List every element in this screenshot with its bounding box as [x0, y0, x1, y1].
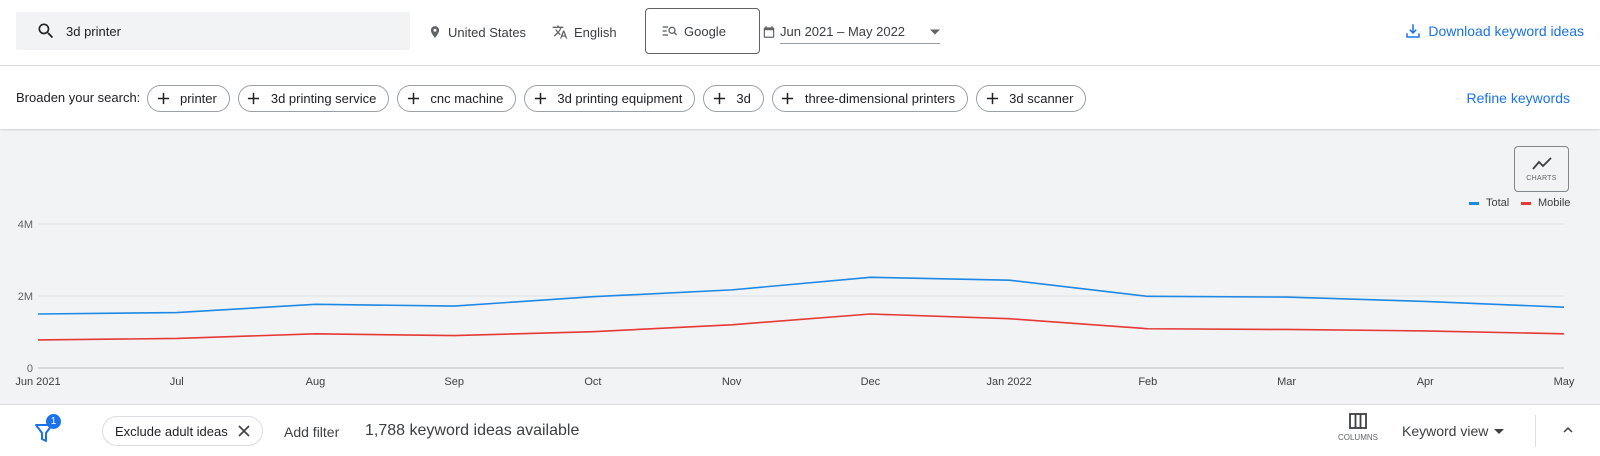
filter-count-badge: 1 [46, 414, 61, 429]
series-line-total [37, 276, 1565, 315]
search-network-label: Google [684, 23, 726, 39]
broaden-chips: printer 3d printing service cnc machine 3d … [147, 85, 1087, 112]
x-tick-label: Oct [584, 376, 601, 388]
x-tick-label: Apr [1417, 376, 1434, 388]
y-tick-label: 2M [18, 291, 33, 303]
add-icon [245, 90, 263, 108]
x-tick-label: Aug [306, 376, 326, 388]
calendar-icon [763, 26, 775, 38]
chevron-up-icon[interactable] [1559, 421, 1577, 439]
dropdown-arrow-icon [930, 29, 940, 34]
search-query[interactable]: 3d printer [66, 23, 121, 39]
x-tick-label: Feb [1138, 376, 1157, 388]
legend-item-mobile: Mobile [1521, 197, 1570, 209]
top-toolbar: 3d printer United States English Google … [0, 0, 1600, 66]
x-tick-label: Sep [444, 376, 464, 388]
keyword-view-selector[interactable]: Keyword view [1402, 423, 1505, 439]
translate-icon [552, 25, 568, 39]
date-range-selector[interactable]: Jun 2021 – May 2022 [762, 22, 940, 44]
broaden-label: Broaden your search: [16, 90, 141, 105]
add-icon [531, 90, 549, 108]
location-label: United States [448, 24, 527, 40]
broaden-chip[interactable]: 3d printing service [237, 85, 390, 112]
x-tick-label: Jan 2022 [986, 376, 1031, 388]
add-icon [404, 90, 422, 108]
columns-icon [1349, 413, 1367, 429]
legend-label-mobile: Mobile [1538, 197, 1571, 209]
language-selector[interactable]: English [552, 22, 617, 42]
download-label: Download keyword ideas [1428, 23, 1584, 39]
broaden-search-bar: Broaden your search: printer 3d printing … [0, 66, 1600, 130]
x-tick-label: Jul [170, 376, 184, 388]
broaden-chip-label: printer [180, 91, 217, 106]
close-icon[interactable] [238, 425, 250, 437]
location-pin-icon [430, 26, 440, 38]
legend-label-total: Total [1486, 197, 1510, 209]
location-selector[interactable]: United States [428, 22, 526, 42]
columns-button[interactable]: COLUMNS [1334, 413, 1382, 442]
download-icon [1406, 24, 1421, 38]
language-label: English [574, 24, 617, 40]
search-icon [38, 23, 54, 39]
exclude-adult-ideas-label: Exclude adult ideas [115, 423, 228, 439]
toolbar-divider [1535, 415, 1536, 447]
x-tick-label: Nov [722, 376, 742, 388]
search-volume-line-chart: 0 2M 4M Jun 2021 Jul Aug Sep Oct Nov Dec Jan 2022 F… [15, 219, 1575, 388]
search-network-selector[interactable]: Google [645, 8, 760, 54]
broaden-chip-label: 3d scanner [1009, 91, 1074, 106]
x-tick-label: Mar [1277, 376, 1296, 388]
columns-label: COLUMNS [1337, 433, 1378, 442]
broaden-chip[interactable]: three-dimensional printers [771, 85, 969, 112]
broaden-chip-label: 3d printing equipment [557, 91, 683, 106]
legend-item-total: Total [1469, 197, 1509, 209]
charts-toggle-button[interactable]: CHARTS [1514, 146, 1569, 192]
add-icon [710, 90, 728, 108]
x-tick-label: Dec [861, 376, 881, 388]
keyword-view-label: Keyword view [1402, 423, 1489, 439]
broaden-chip-label: 3d printing service [270, 91, 377, 106]
broaden-chip-label: 3d [736, 91, 751, 106]
add-filter-button[interactable]: Add filter [284, 424, 340, 440]
series-line-mobile [37, 313, 1565, 341]
add-icon [983, 90, 1001, 108]
y-tick-label: 4M [18, 219, 33, 231]
legend-swatch-total [1469, 201, 1479, 205]
trending-chart-icon [1531, 156, 1552, 170]
broaden-chip-label: three-dimensional printers [804, 91, 956, 106]
x-tick-label: May [1554, 376, 1575, 388]
add-icon [154, 90, 172, 108]
broaden-chip-label: cnc machine [430, 91, 504, 106]
broaden-chip[interactable]: 3d [703, 85, 764, 112]
x-tick-label: Jun 2021 [15, 376, 60, 388]
dropdown-arrow-icon [1494, 428, 1505, 434]
keyword-ideas-count: 1,788 keyword ideas available [365, 422, 580, 439]
search-network-icon [662, 26, 678, 36]
search-field[interactable]: 3d printer [16, 12, 410, 50]
legend-swatch-mobile [1521, 201, 1531, 205]
exclude-adult-ideas-chip[interactable]: Exclude adult ideas [102, 416, 263, 446]
broaden-chip[interactable]: 3d printing equipment [524, 85, 696, 112]
broaden-chip[interactable]: cnc machine [397, 85, 517, 112]
add-icon [779, 90, 797, 108]
broaden-chip[interactable]: 3d scanner [976, 85, 1087, 112]
y-tick-label: 0 [27, 363, 33, 375]
download-keyword-ideas-button[interactable]: Download keyword ideas [1404, 22, 1584, 40]
refine-keywords-button[interactable]: Refine keywords [1466, 90, 1571, 106]
date-range-label: Jun 2021 – May 2022 [780, 24, 906, 39]
charts-toggle-label: CHARTS [1526, 174, 1557, 182]
broaden-chip[interactable]: printer [147, 85, 230, 112]
trend-chart-panel: 0 2M 4M Jun 2021 Jul Aug Sep Oct Nov Dec Jan 2022 F… [0, 131, 1600, 404]
keyword-results-toolbar: 1 Exclude adult ideas Add filter 1,788 k… [0, 404, 1600, 456]
